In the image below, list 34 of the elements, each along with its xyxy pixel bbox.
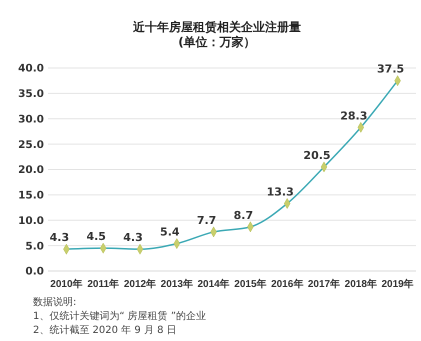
chart-subtitle: (单位：万家）: [178, 35, 256, 49]
data-label: 28.3: [340, 109, 368, 122]
data-label: 5.4: [160, 226, 180, 239]
data-label: 20.5: [303, 148, 331, 162]
data-label: 4.3: [50, 231, 70, 244]
text: 2、统计截至 2020 年 9 月 8 日: [33, 324, 177, 336]
y-tick-label: 40.0: [18, 62, 44, 75]
data-label: 13.3: [266, 186, 294, 199]
y-tick-label: 25.0: [18, 138, 44, 151]
x-tick-label: 2016年: [271, 278, 304, 290]
y-tick-label: 0.0: [25, 266, 44, 278]
y-tick-label: 15.0: [18, 190, 44, 202]
chart-title: 近十年房屋租赁相关企业注册量: [132, 20, 301, 34]
data-label: 8.7: [234, 208, 254, 222]
data-label: 7.7: [196, 214, 216, 227]
x-tick-label: 2010年: [50, 278, 83, 290]
data-label: 37.5: [377, 62, 404, 76]
x-tick-label: 2012年: [124, 278, 156, 290]
x-tick-label: 2018年: [344, 278, 377, 290]
x-tick-label: 2014年: [197, 278, 230, 290]
text: 数据说明:: [33, 296, 76, 308]
y-tick-label: 10.0: [18, 214, 44, 227]
text: 1、仅统计关键词为“ 房屋租赁 ”的企业: [33, 310, 206, 322]
x-tick-label: 2017年: [308, 278, 340, 290]
x-tick-label: 2019年: [381, 278, 414, 290]
y-tick-label: 20.0: [18, 164, 44, 176]
data-label: 4.3: [123, 231, 143, 244]
x-tick-label: 2015年: [234, 278, 267, 290]
data-label: 4.5: [86, 230, 106, 244]
y-tick-label: 30.0: [18, 113, 44, 126]
x-tick-label: 2013年: [160, 278, 193, 290]
y-tick-label: 35.0: [18, 88, 44, 100]
y-tick-label: 5.0: [25, 240, 44, 252]
x-tick-label: 2011年: [87, 278, 120, 290]
